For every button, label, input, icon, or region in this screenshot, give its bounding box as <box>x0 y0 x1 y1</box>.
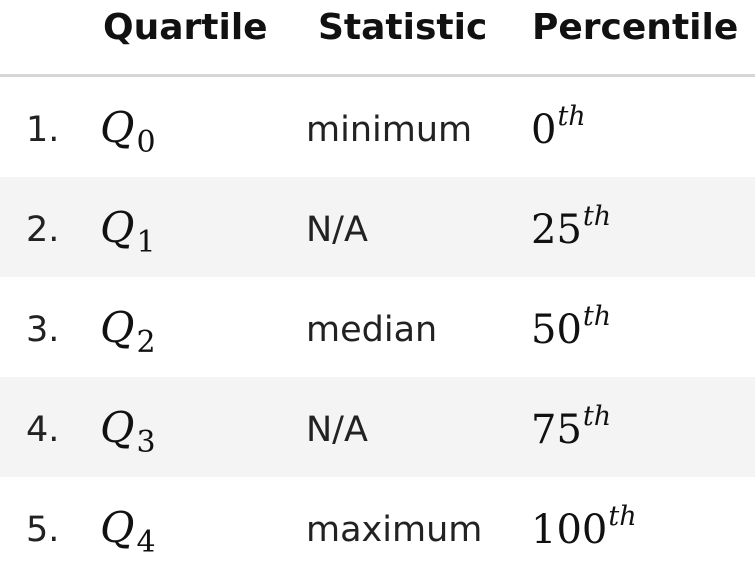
quartile-subscript: 1 <box>136 225 156 260</box>
quartile-subscript: 2 <box>136 325 156 360</box>
row-index: 1. <box>26 110 60 150</box>
quartile-symbol: Q4 <box>100 503 156 561</box>
row-index: 2. <box>26 210 60 250</box>
percentile-cell: 50th <box>531 301 611 357</box>
percentile-value: 50 <box>531 307 582 353</box>
percentile-value: 100 <box>531 507 608 553</box>
percentile-cell: 75th <box>531 401 611 457</box>
table-row: 2. Q1 N/A 25th <box>0 177 755 277</box>
percentile-cell: 100th <box>531 501 637 557</box>
quartile-subscript: 3 <box>136 425 156 460</box>
header-percentile: Percentile <box>532 7 739 48</box>
percentile-superscript: th <box>582 301 612 332</box>
table-row: 1. Q0 minimum 0th <box>0 77 755 177</box>
percentile-cell: 0th <box>531 101 586 157</box>
statistic-cell: median <box>306 310 438 350</box>
quartile-letter: Q <box>100 303 135 352</box>
header-statistic: Statistic <box>318 7 488 48</box>
quartile-subscript: 4 <box>136 525 156 560</box>
percentile-value: 75 <box>531 407 582 453</box>
table-header: Quartile Statistic Percentile <box>0 0 755 77</box>
statistic-cell: N/A <box>306 210 368 250</box>
quartile-letter: Q <box>100 103 135 152</box>
statistic-cell: N/A <box>306 410 368 450</box>
header-quartile: Quartile <box>103 7 268 48</box>
quartile-letter: Q <box>100 503 135 552</box>
table-row: 3. Q2 median 50th <box>0 277 755 377</box>
table-row: 4. Q3 N/A 75th <box>0 377 755 477</box>
row-index: 4. <box>26 410 60 450</box>
percentile-superscript: th <box>608 501 637 532</box>
percentile-superscript: th <box>582 401 612 432</box>
statistic-cell: minimum <box>306 110 473 150</box>
quartile-letter: Q <box>100 403 135 452</box>
table-row: 5. Q4 maximum 100th <box>0 477 755 577</box>
percentile-value: 25 <box>531 207 582 253</box>
quartile-subscript: 0 <box>136 125 156 160</box>
quartile-symbol: Q3 <box>100 403 156 461</box>
percentile-superscript: th <box>582 201 612 232</box>
statistic-cell: maximum <box>306 510 483 550</box>
quartile-letter: Q <box>100 203 135 252</box>
quartile-symbol: Q0 <box>100 103 156 161</box>
quartile-symbol: Q1 <box>100 203 156 261</box>
percentile-cell: 25th <box>531 201 611 257</box>
row-index: 3. <box>26 310 60 350</box>
percentile-superscript: th <box>557 101 586 132</box>
percentile-value: 0 <box>531 107 557 153</box>
quartile-symbol: Q2 <box>100 303 156 361</box>
row-index: 5. <box>26 510 60 550</box>
